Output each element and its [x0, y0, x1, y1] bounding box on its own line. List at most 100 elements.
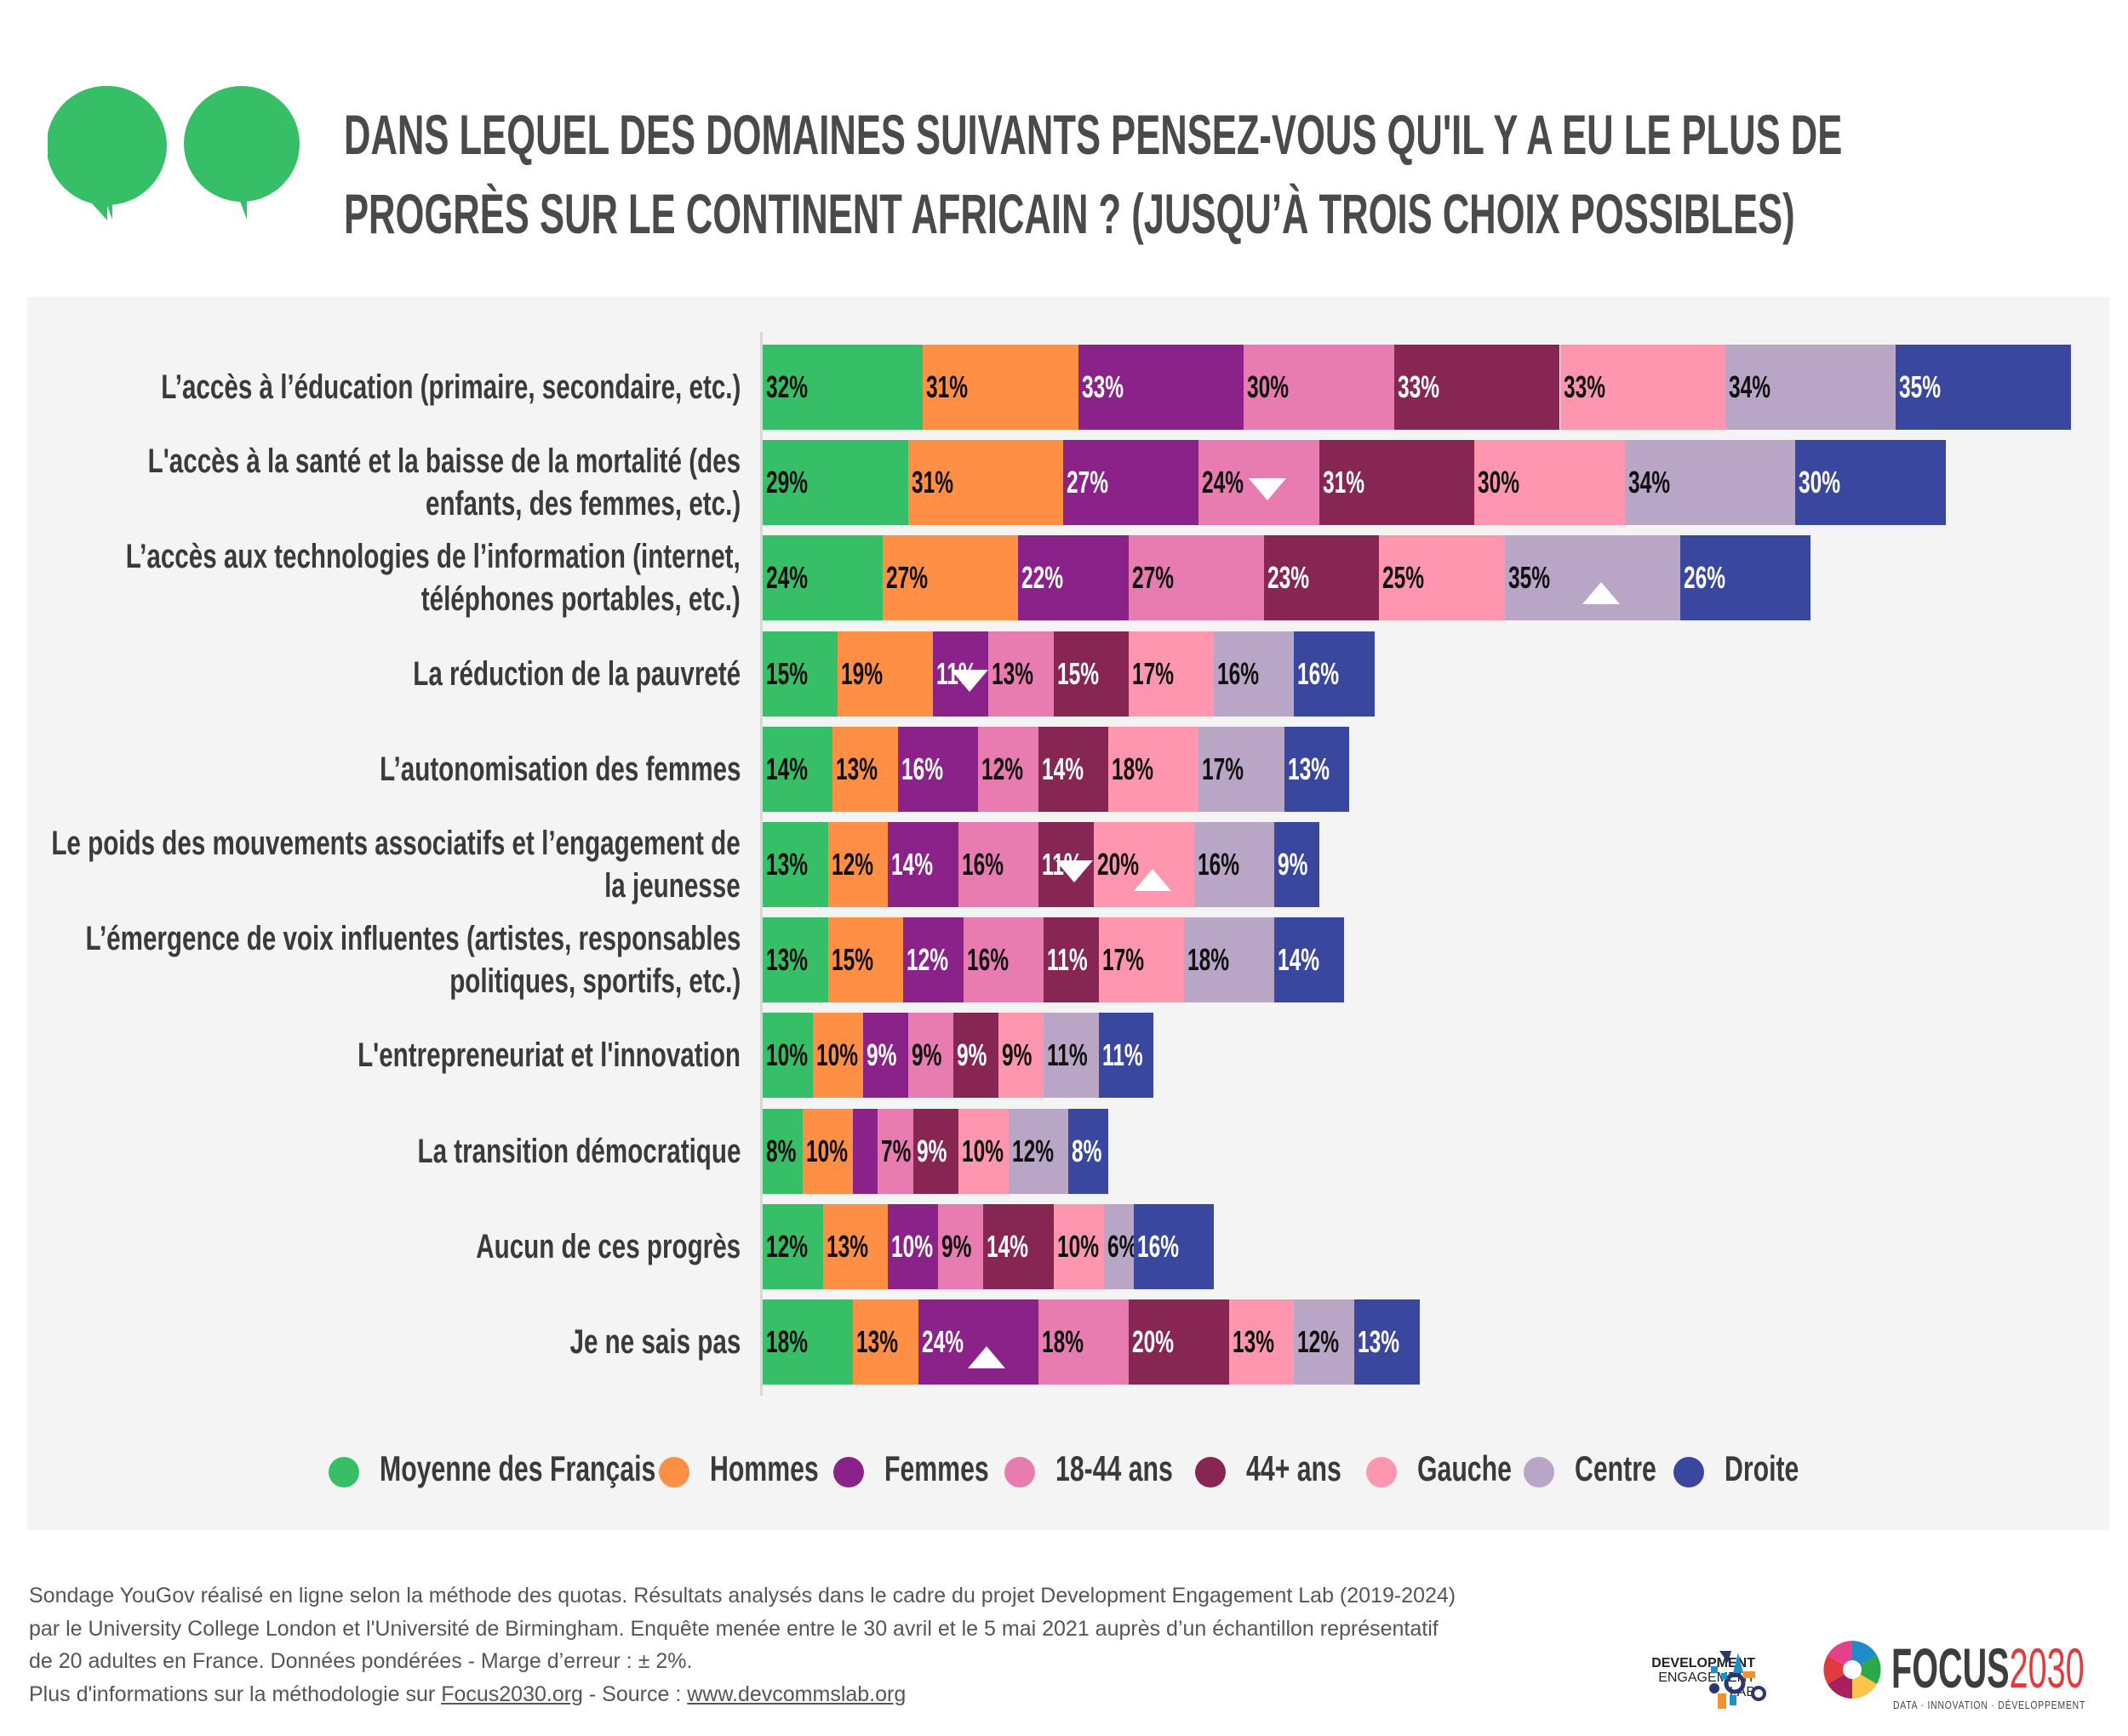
- arrow-up-icon: [968, 1346, 1006, 1368]
- data-label: 15%: [766, 655, 809, 691]
- bar-segment: 10%: [803, 1108, 853, 1194]
- data-label: 22%: [1021, 560, 1064, 596]
- data-label: 13%: [836, 751, 878, 786]
- legend-swatch: [1366, 1457, 1397, 1488]
- arrow-up-icon: [1582, 582, 1620, 605]
- arrow-down-icon: [950, 669, 988, 692]
- chart-title: DANS LEQUEL DES DOMAINES SUIVANTS PENSEZ…: [344, 95, 1842, 254]
- bar-segment: 13%: [763, 917, 828, 1003]
- bar-segment: 10%: [812, 1013, 863, 1099]
- data-label: 18%: [766, 1324, 809, 1359]
- data-label: 14%: [1041, 751, 1084, 786]
- data-label: 8%: [1072, 1133, 1102, 1168]
- bar-segment: 12%: [1294, 1299, 1354, 1385]
- legend-label: Moyenne des Français: [380, 1448, 656, 1488]
- data-label: 15%: [1056, 655, 1099, 691]
- data-label: 29%: [766, 465, 809, 500]
- data-label: 20%: [1096, 847, 1139, 882]
- data-label: 16%: [1297, 655, 1340, 691]
- bar-segment: 20%: [1093, 822, 1194, 907]
- data-label: 12%: [981, 751, 1024, 786]
- bar-segment: 15%: [763, 631, 838, 717]
- data-label: 17%: [1202, 751, 1244, 786]
- bar-segment: 20%: [1128, 1299, 1229, 1385]
- bar-segment: 15%: [827, 917, 903, 1003]
- data-label: 10%: [766, 1037, 809, 1073]
- arrow-down-icon: [1055, 860, 1094, 882]
- bar-segment: 30%: [1244, 345, 1395, 430]
- bar-segment: 24%: [763, 535, 884, 621]
- category-label: Aucun de ces progrès: [0, 1225, 741, 1268]
- focus2030-link[interactable]: Focus2030.org: [441, 1682, 583, 1706]
- data-label: 34%: [1628, 465, 1671, 500]
- data-label: 31%: [1322, 465, 1364, 500]
- bar-segment: 12%: [902, 917, 964, 1003]
- bar-segment: 30%: [1795, 440, 1947, 526]
- bar-segment: 14%: [983, 1203, 1054, 1289]
- data-label: 6%: [1107, 1228, 1137, 1264]
- legend-swatch: [329, 1457, 359, 1488]
- bar-segment: 11%: [1043, 917, 1099, 1003]
- devcommslab-link[interactable]: www.devcommslab.org: [687, 1682, 907, 1706]
- data-label: 24%: [921, 1324, 964, 1359]
- data-label: 11%: [1046, 1037, 1088, 1073]
- data-label: 30%: [1247, 369, 1290, 404]
- data-label: 9%: [1001, 1037, 1033, 1073]
- bar-segment: 10%: [1053, 1203, 1104, 1289]
- bar-segment: 16%: [1193, 822, 1274, 907]
- category-label: Je ne sais pas: [0, 1321, 741, 1363]
- footer-text: - Source :: [582, 1682, 688, 1706]
- footer-line: de 20 adultes en France. Données pondéré…: [29, 1649, 693, 1673]
- bar-segment: 22%: [1018, 535, 1129, 621]
- data-label: 16%: [961, 847, 1004, 882]
- data-label: 16%: [901, 751, 944, 786]
- bar-segment: 34%: [1625, 440, 1796, 526]
- data-label: 13%: [826, 1228, 868, 1264]
- bar-segment: 8%: [763, 1108, 804, 1194]
- bar-segment: 13%: [1228, 1299, 1295, 1385]
- data-label: 17%: [1131, 655, 1174, 691]
- del-logo-icon: [1709, 1651, 1766, 1709]
- bar-segment: [853, 1108, 878, 1194]
- data-label: 27%: [886, 560, 929, 596]
- focus2030-logo-text: FOCUS2030: [1891, 1636, 2085, 1700]
- category-label: L’autonomisation des femmes: [0, 748, 741, 791]
- legend-label: Droite: [1725, 1448, 1799, 1488]
- data-label: 15%: [831, 942, 873, 978]
- category-label-line: Le poids des mouvements associatifs et l…: [51, 825, 741, 862]
- data-label: 35%: [1507, 560, 1550, 596]
- footer-line: Sondage YouGov réalisé en ligne selon la…: [29, 1584, 1456, 1608]
- data-label: 17%: [1101, 942, 1144, 978]
- data-label: 24%: [766, 560, 809, 596]
- bar-segment: 9%: [952, 1013, 998, 1099]
- bar-segment: 18%: [1183, 917, 1274, 1003]
- bar-segment: 9%: [912, 1108, 958, 1194]
- bar-segment: 13%: [822, 1203, 889, 1289]
- category-label-line: Je ne sais pas: [569, 1323, 741, 1361]
- bar-segment: 18%: [1108, 726, 1199, 812]
- data-label: 11%: [1046, 942, 1088, 978]
- data-label: 13%: [1358, 1324, 1400, 1359]
- bar-segment: 14%: [1273, 917, 1345, 1003]
- data-label: 11%: [1101, 1037, 1143, 1073]
- data-label: 34%: [1728, 369, 1770, 404]
- data-label: 14%: [891, 847, 934, 882]
- data-label: 26%: [1683, 560, 1725, 596]
- data-label: 14%: [987, 1228, 1029, 1264]
- bar-segment: 17%: [1128, 631, 1215, 717]
- data-label: 16%: [1136, 1228, 1179, 1264]
- category-label-line: Aucun de ces progrès: [476, 1227, 741, 1265]
- bar-segment: 16%: [958, 822, 1038, 907]
- data-label: 7%: [881, 1133, 912, 1168]
- data-label: 10%: [891, 1228, 934, 1264]
- data-label: 13%: [766, 942, 809, 978]
- data-label: 24%: [1202, 465, 1244, 500]
- data-label: 14%: [1277, 942, 1319, 978]
- data-label: 10%: [1056, 1228, 1099, 1264]
- bar-segment: 16%: [963, 917, 1044, 1003]
- bar-segment: 10%: [763, 1013, 813, 1099]
- bar-segment: 13%: [763, 822, 828, 907]
- bar-segment: 33%: [1078, 345, 1244, 430]
- bar-segment: 32%: [763, 345, 924, 430]
- data-label: 30%: [1799, 465, 1841, 500]
